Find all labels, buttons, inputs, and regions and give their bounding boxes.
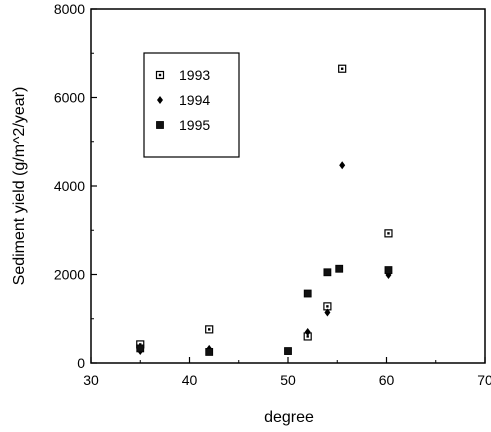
y-tick-label: 4000 <box>54 178 85 194</box>
data-point-1995 <box>284 347 292 355</box>
legend-box <box>143 52 240 158</box>
x-tick-label: 40 <box>182 372 198 388</box>
legend-label-1995: 1995 <box>179 117 210 133</box>
legend-label-1994: 1994 <box>179 92 210 108</box>
data-point-1995 <box>384 266 393 274</box>
y-tick-label: 0 <box>77 355 85 371</box>
y-axis-ticks: 0 2000 4000 6000 8000 <box>54 1 97 371</box>
data-point-1995 <box>136 344 145 353</box>
legend: 1993 1994 1995 <box>143 52 240 158</box>
data-point-1995 <box>323 268 332 277</box>
x-tick-label: 70 <box>477 372 491 388</box>
x-axis-title: degree <box>264 409 314 426</box>
data-point-1994 <box>339 161 346 170</box>
y-tick-label: 2000 <box>54 267 85 283</box>
data-point-1994 <box>324 308 331 317</box>
data-point-1995 <box>205 348 214 356</box>
legend-label-1993: 1993 <box>179 67 210 83</box>
x-tick-label: 60 <box>379 372 395 388</box>
x-tick-label: 50 <box>280 372 296 388</box>
legend-marker-1995 <box>156 121 164 129</box>
data-point-1995 <box>335 264 344 273</box>
y-tick-label: 6000 <box>54 90 85 106</box>
data-points <box>136 64 393 356</box>
x-axis-ticks: 30 40 50 60 70 <box>83 357 491 388</box>
data-point-1995 <box>303 289 312 298</box>
data-point-1994 <box>304 328 311 337</box>
legend-marker-1993 <box>155 70 165 80</box>
data-point-1993 <box>338 64 347 73</box>
data-point-1993 <box>384 229 393 238</box>
data-point-1993 <box>205 325 214 334</box>
legend-items: 1993 1994 1995 <box>155 67 210 133</box>
x-tick-label: 30 <box>83 372 99 388</box>
y-axis-title: Sediment yield (g/m^2/year) <box>11 87 28 286</box>
legend-marker-1994 <box>157 96 163 104</box>
y-tick-label: 8000 <box>54 1 85 17</box>
